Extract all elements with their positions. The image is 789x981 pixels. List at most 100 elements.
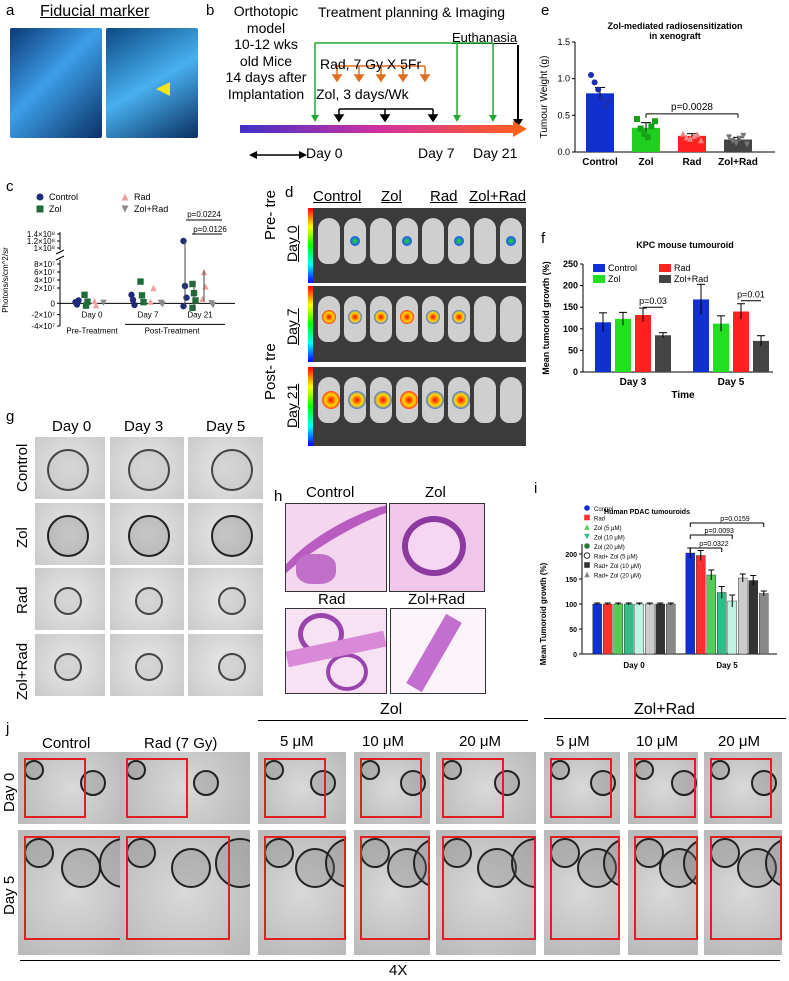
chart-i-bar [624, 603, 634, 655]
chart-c-point [189, 280, 196, 288]
ivis-signal [374, 391, 392, 409]
j-organoid [751, 770, 777, 796]
chart-i-legend-marker [584, 514, 590, 521]
ivis-mouse [474, 377, 496, 423]
d-row-day7: Day 7 [284, 308, 300, 345]
j-organoid [193, 770, 219, 796]
chart-c-legend-label: Zol [49, 204, 62, 214]
chart-i-ytick-label: 200 [565, 552, 577, 559]
ivis-signal [454, 236, 464, 246]
chart-i-ylabel: Mean Tumoroid growth (%) [539, 562, 548, 665]
j-roi-box [24, 836, 126, 940]
chart-f-bar [615, 318, 631, 372]
chart-f-bar [595, 322, 611, 372]
chart-c-category: Day 21 [187, 310, 213, 319]
organoid [217, 587, 246, 615]
chart-e-point [680, 130, 686, 137]
chart-e-point [634, 116, 640, 122]
chart-i-bar [613, 603, 623, 655]
g-row-rad: Rad [14, 586, 31, 614]
d-col-control: Control [313, 188, 362, 205]
chart-c-point [128, 291, 135, 299]
j-label-zolrad5: 5 μM [556, 733, 590, 750]
chart-i-legend-marker [584, 533, 590, 540]
tissue-organoid [402, 516, 466, 576]
chart-e-point [591, 79, 598, 86]
j-organoid [24, 838, 54, 868]
chart-c-point [209, 301, 217, 309]
j-organoid [476, 848, 517, 888]
zol-schedule-label: Zol, 3 days/Wk [316, 86, 409, 102]
chart-f-ytick-label: 100 [563, 324, 578, 334]
chart-c-ytick-label: 8×10⁷ [34, 260, 55, 269]
chart-f-legend-swatch [659, 264, 671, 272]
chart-c-ytick-label: 2×10⁷ [34, 284, 55, 293]
chart-i-legend-marker [583, 552, 591, 559]
chart-i-annotation: p=0.0159 [720, 516, 749, 523]
j-label-zolrad10: 10 μM [636, 733, 678, 750]
h-label-control: Control [306, 484, 355, 501]
organoid-image [188, 437, 263, 499]
chart-i-annotation: p=0.0093 [705, 528, 734, 535]
model-line: old Mice [239, 52, 293, 69]
chart-i-annotation: p=0.0322 [699, 541, 728, 548]
j-organoid-image [436, 752, 536, 824]
panel-a-title: Fiducial marker [40, 3, 150, 20]
chart-c-annotation: p=0.0224 [187, 210, 221, 219]
chart-i-bar [727, 600, 737, 655]
j-roi-box [24, 758, 86, 818]
h-label-zol: Zol [425, 484, 446, 501]
chart-c-group-label: Pre-Treatment [66, 326, 118, 335]
d-row-day0: Day 0 [284, 225, 300, 262]
j-organoid [61, 848, 102, 888]
chart-i-bar [685, 552, 695, 655]
j-roi-box [360, 758, 422, 818]
chart-e-title-line1: Zol-mediated radiosensitization [607, 21, 742, 31]
chart-c-legend-marker [36, 205, 44, 213]
chart-i-bar [655, 603, 665, 655]
chart-i-legend-marker [584, 543, 590, 549]
chart-c-point [82, 302, 90, 309]
chart-c-point [147, 298, 154, 305]
chart-e-category: Zol [639, 157, 654, 168]
chart-f-xlabel: Time [671, 390, 695, 401]
chart-c-point [129, 296, 137, 304]
organoid-image [110, 568, 184, 630]
panel-h-letter: h [274, 488, 283, 505]
chart-c-annotation: p=0.0126 [193, 225, 227, 234]
chart-c-point [202, 283, 209, 290]
chart-e-point [683, 134, 690, 141]
model-line: 10-12 wks [234, 36, 298, 52]
chart-e-point [648, 123, 655, 130]
chart-e-point [736, 135, 743, 142]
j-roi-box [550, 758, 612, 818]
chart-i-bar [717, 592, 727, 655]
ivis-colorbar [308, 286, 313, 362]
organoid [54, 587, 82, 615]
organoid [47, 449, 89, 491]
chart-c-point [137, 278, 144, 285]
chart-f-bar [733, 311, 749, 372]
chart-i-bar [696, 555, 706, 655]
ivis-signal [402, 236, 412, 246]
chart-i-bar [738, 577, 748, 655]
d-pre-label: Pre- tre [262, 189, 279, 240]
chart-i: Human PDAC tumouroids 0 50 100 150 200 Mean Tu… [539, 505, 777, 670]
j-organoid-image [354, 752, 430, 824]
fiducial-arrow-icon [156, 82, 170, 96]
chart-i-legend-marker [584, 562, 590, 568]
chart-c-ylabel: Photons/s/cm^2/sr [1, 247, 10, 313]
chart-i-title: Human PDAC tumouroids [604, 509, 690, 516]
chart-e-point [698, 137, 704, 144]
organoid-image [188, 503, 263, 565]
chart-e-annotation: p=0.0028 [671, 102, 713, 113]
ivis-image-row [308, 208, 526, 283]
ivis-signal [348, 310, 362, 324]
treatment-planning-label: Treatment planning & Imaging [318, 4, 506, 20]
chart-c-legend-marker [36, 193, 44, 201]
chart-e-point [729, 138, 736, 144]
chart-e-title-line2: in xenograft [649, 31, 701, 41]
timeline-diagram [240, 42, 527, 159]
ivis-signal [322, 391, 340, 409]
d-col-zolrad: Zol+Rad [469, 188, 527, 205]
